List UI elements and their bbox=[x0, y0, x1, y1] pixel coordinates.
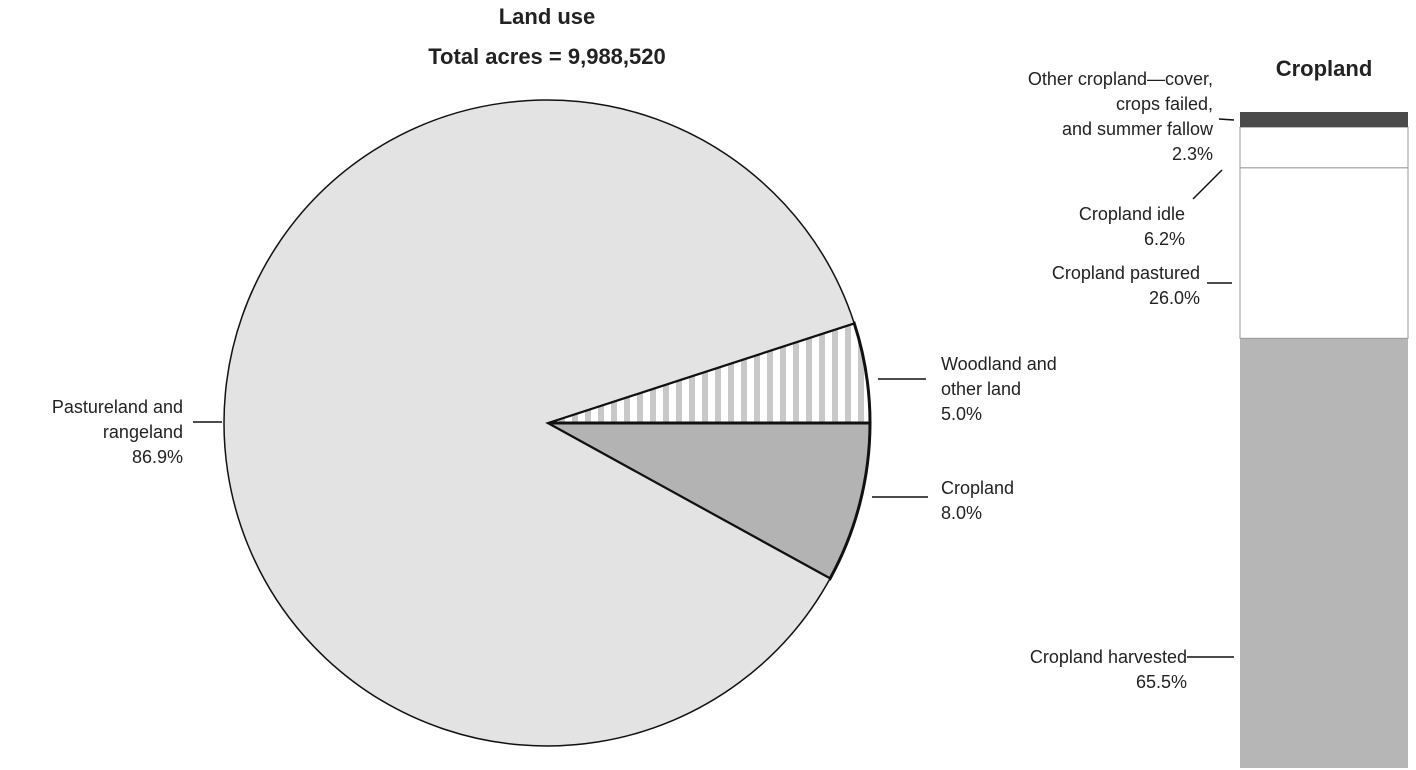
segment-label: Cropland pastured bbox=[1051, 263, 1200, 283]
bar-segment bbox=[1239, 126, 1409, 169]
chart-title: Cropland bbox=[1275, 56, 1373, 81]
pie-slice bbox=[546, 421, 872, 581]
chart-subtitle: Total acres = 9,988,520 bbox=[428, 44, 666, 69]
value-label: 86.9% bbox=[131, 447, 183, 467]
value-label: 26.0% bbox=[1148, 288, 1200, 308]
slice-label: Cropland bbox=[941, 478, 1015, 498]
segment-label: Cropland harvested bbox=[1029, 647, 1187, 667]
slice-label: Woodland and other land bbox=[941, 354, 1057, 399]
bar-segment bbox=[1239, 167, 1409, 339]
leader-line bbox=[1218, 118, 1235, 121]
bar-segment bbox=[1240, 112, 1408, 128]
value-label: 65.5% bbox=[1135, 672, 1187, 692]
value-label: 6.2% bbox=[1143, 229, 1185, 249]
value-label: 2.3% bbox=[1171, 144, 1213, 164]
value-label: 5.0% bbox=[941, 404, 983, 424]
segment-label: Cropland idle bbox=[1078, 204, 1185, 224]
chart-title: Land use bbox=[498, 4, 596, 29]
bar-segment bbox=[1240, 338, 1408, 768]
slice-label: Pastureland and rangeland bbox=[51, 397, 183, 442]
value-label: 8.0% bbox=[941, 503, 983, 523]
pie-slice bbox=[223, 99, 856, 747]
leader-line bbox=[1192, 169, 1223, 200]
segment-label: Other cropland—cover, crops failed, and … bbox=[1027, 69, 1213, 139]
